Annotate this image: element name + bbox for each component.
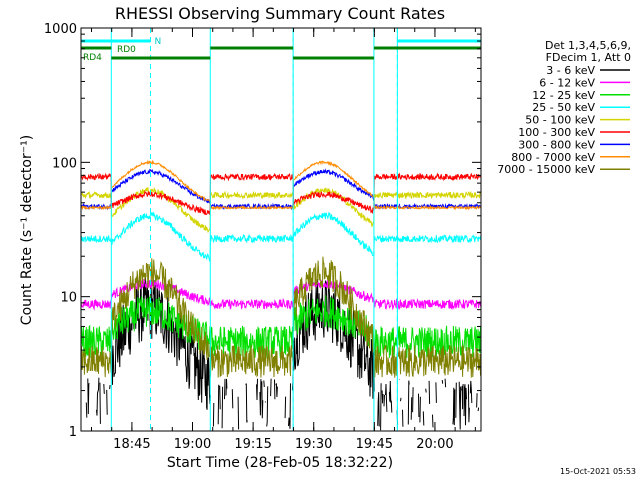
x-axis-label: Start Time (28-Feb-05 18:32:22) (167, 455, 393, 471)
flag-N-label: N (154, 37, 161, 47)
series-line-3 (80, 211, 481, 262)
series-line-0 (85, 277, 480, 431)
legend-label-6: 300 - 800 keV (518, 138, 595, 151)
x-tick-label-5: 20:00 (416, 437, 453, 452)
legend-label-3: 25 - 50 keV (532, 101, 595, 114)
series-line-5 (80, 172, 481, 216)
y-axis-label: Count Rate (s⁻¹ detector⁻¹) (19, 135, 35, 325)
x-tick-label-0: 18:45 (113, 437, 150, 452)
x-tick-label-1: 19:00 (174, 437, 211, 452)
y-tick-label-3: 1000 (44, 22, 77, 37)
chart-title: RHESSI Observing Summary Count Rates (115, 4, 445, 23)
legend-label-8: 7000 - 15000 keV (497, 163, 595, 176)
legend-header-0: Det 1,3,4,5,6,9, (545, 39, 631, 52)
legend-label-1: 6 - 12 keV (539, 76, 595, 89)
legend-label-7: 800 - 7000 keV (511, 151, 595, 164)
legend-label-2: 12 - 25 keV (532, 89, 595, 102)
x-tick-label-3: 19:30 (295, 437, 332, 452)
legend-header-1: FDecim 1, Att 0 (546, 51, 631, 64)
footer-timestamp: 15-Oct-2021 05:53 (560, 467, 636, 476)
legend-label-0: 3 - 6 keV (546, 64, 595, 77)
series-line-4 (80, 186, 481, 234)
plot-frame (80, 27, 482, 432)
x-tick-label-4: 19:45 (356, 437, 393, 452)
x-tick-label-2: 19:15 (234, 437, 271, 452)
series-line-8 (80, 256, 481, 378)
flag-RD4-label: RD4 (83, 53, 102, 63)
y-tick-label-1: 10 (60, 291, 77, 306)
y-tick-label-2: 100 (52, 156, 77, 171)
legend-label-4: 50 - 100 keV (525, 114, 595, 127)
series-line-7 (80, 159, 481, 211)
y-tick-label-0: 1 (69, 425, 77, 440)
flag-RD0-label: RD0 (117, 45, 136, 55)
series-line-2 (80, 295, 481, 359)
legend-label-5: 100 - 300 keV (518, 126, 595, 139)
